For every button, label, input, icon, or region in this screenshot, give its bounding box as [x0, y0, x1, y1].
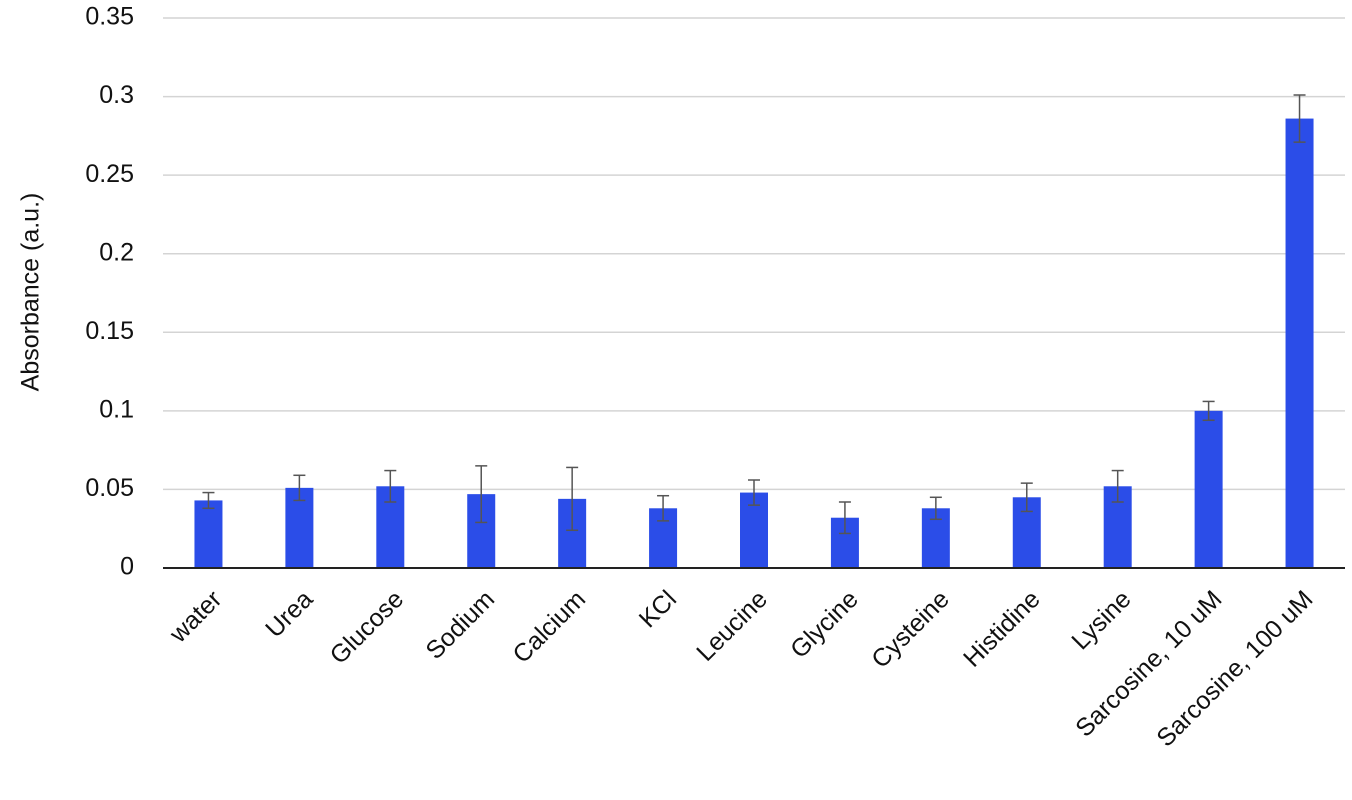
error-bar: [202, 491, 215, 510]
error-bar: [293, 474, 306, 502]
error-bar: [1293, 94, 1306, 143]
x-tick-label: Cysteine: [866, 585, 955, 674]
x-tick-label: Sarcosine, 100 uM: [1151, 585, 1318, 752]
y-tick-label: 0.05: [85, 474, 134, 502]
y-tick-label: 0.35: [85, 3, 134, 31]
y-tick-label: 0: [120, 553, 134, 581]
error-bar: [838, 501, 851, 535]
error-bar: [566, 466, 579, 532]
error-bar: [929, 496, 942, 521]
x-tick-label: Histidine: [958, 585, 1046, 673]
x-tick-label: Glycine: [785, 585, 864, 664]
error-bar: [657, 494, 670, 522]
error-bar: [1202, 400, 1215, 422]
error-bar: [384, 469, 397, 503]
y-tick-label: 0.1: [99, 395, 134, 423]
x-tick-label: Leucine: [691, 585, 773, 667]
x-tick-label: Lysine: [1066, 585, 1136, 655]
x-tick-label: Urea: [260, 585, 318, 643]
x-tick-label: water: [164, 585, 228, 649]
y-tick-label: 0.15: [85, 317, 134, 345]
y-axis-title: Absorbance (a.u.): [17, 193, 45, 392]
x-tick-label: Sodium: [420, 585, 500, 665]
bar: [285, 487, 314, 568]
error-bar: [1111, 469, 1124, 503]
x-tick-label: Calcium: [507, 585, 591, 669]
error-bar: [1020, 482, 1033, 513]
error-bar: [475, 465, 488, 524]
x-tick-label: Glucose: [325, 585, 410, 670]
error-bar: [748, 479, 760, 506]
y-tick-label: 0.3: [99, 81, 134, 109]
bar: [194, 500, 223, 568]
y-tick-label: 0.25: [85, 160, 134, 188]
bar: [1194, 410, 1223, 568]
bar: [1285, 118, 1314, 569]
y-tick-label: 0.2: [99, 238, 134, 266]
x-tick-label: KCl: [634, 585, 682, 633]
